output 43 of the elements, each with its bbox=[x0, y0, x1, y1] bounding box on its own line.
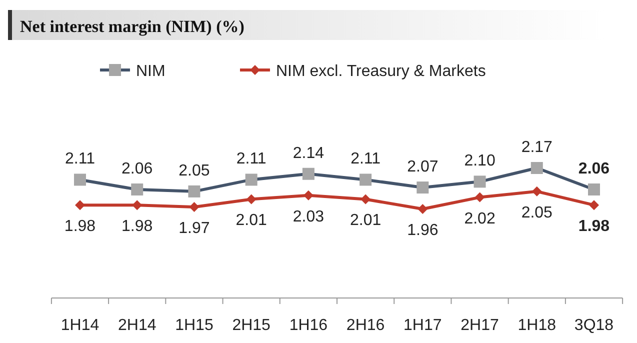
x-tick-label: 1H16 bbox=[289, 317, 328, 334]
chart-title: Net interest margin (NIM) (%) bbox=[20, 17, 244, 36]
data-label: 2.03 bbox=[292, 208, 324, 226]
data-label: 1.98 bbox=[122, 218, 153, 236]
point bbox=[360, 194, 371, 204]
legend-label: NIM bbox=[136, 63, 166, 80]
data-label: 2.17 bbox=[521, 139, 553, 156]
data-label: 2.07 bbox=[407, 158, 438, 176]
point bbox=[418, 204, 428, 214]
x-tick-label: 2H17 bbox=[460, 317, 500, 334]
x-tick-label: 2H16 bbox=[346, 317, 385, 334]
data-label: 2.10 bbox=[464, 152, 496, 170]
data-label: 2.02 bbox=[464, 210, 496, 228]
data-label: 2.01 bbox=[350, 212, 382, 230]
point bbox=[303, 190, 314, 200]
x-tick-label: 2H15 bbox=[232, 317, 271, 334]
data-label: 2.05 bbox=[178, 162, 210, 180]
x-tick-label: 1H15 bbox=[175, 317, 214, 334]
x-tick-label: 1H17 bbox=[404, 317, 442, 334]
data-label: 2.11 bbox=[350, 150, 381, 168]
point bbox=[532, 186, 542, 196]
point bbox=[132, 200, 142, 210]
data-label: 2.05 bbox=[521, 204, 553, 222]
data-label: 2.11 bbox=[65, 150, 96, 168]
x-tick-label: 1H18 bbox=[518, 317, 556, 334]
data-label: 2.11 bbox=[236, 150, 266, 168]
x-tick-label: 2H14 bbox=[118, 317, 156, 334]
point bbox=[75, 200, 85, 210]
data-label: 1.98 bbox=[578, 218, 610, 236]
point bbox=[589, 200, 599, 210]
legend-label: NIM excl. Treasury & Markets bbox=[276, 63, 486, 80]
point bbox=[474, 192, 485, 202]
point bbox=[246, 194, 256, 204]
data-label: 1.96 bbox=[407, 222, 438, 239]
x-tick-label: 1H14 bbox=[60, 317, 100, 334]
point bbox=[189, 202, 200, 212]
data-label: 1.98 bbox=[64, 218, 96, 236]
data-label: 2.14 bbox=[292, 144, 324, 162]
x-tick-label: 3Q18 bbox=[574, 317, 614, 334]
data-label: 2.06 bbox=[122, 160, 153, 178]
data-label: 2.01 bbox=[236, 212, 268, 230]
data-label: 2.06 bbox=[578, 160, 610, 178]
data-label: 1.97 bbox=[178, 220, 210, 238]
